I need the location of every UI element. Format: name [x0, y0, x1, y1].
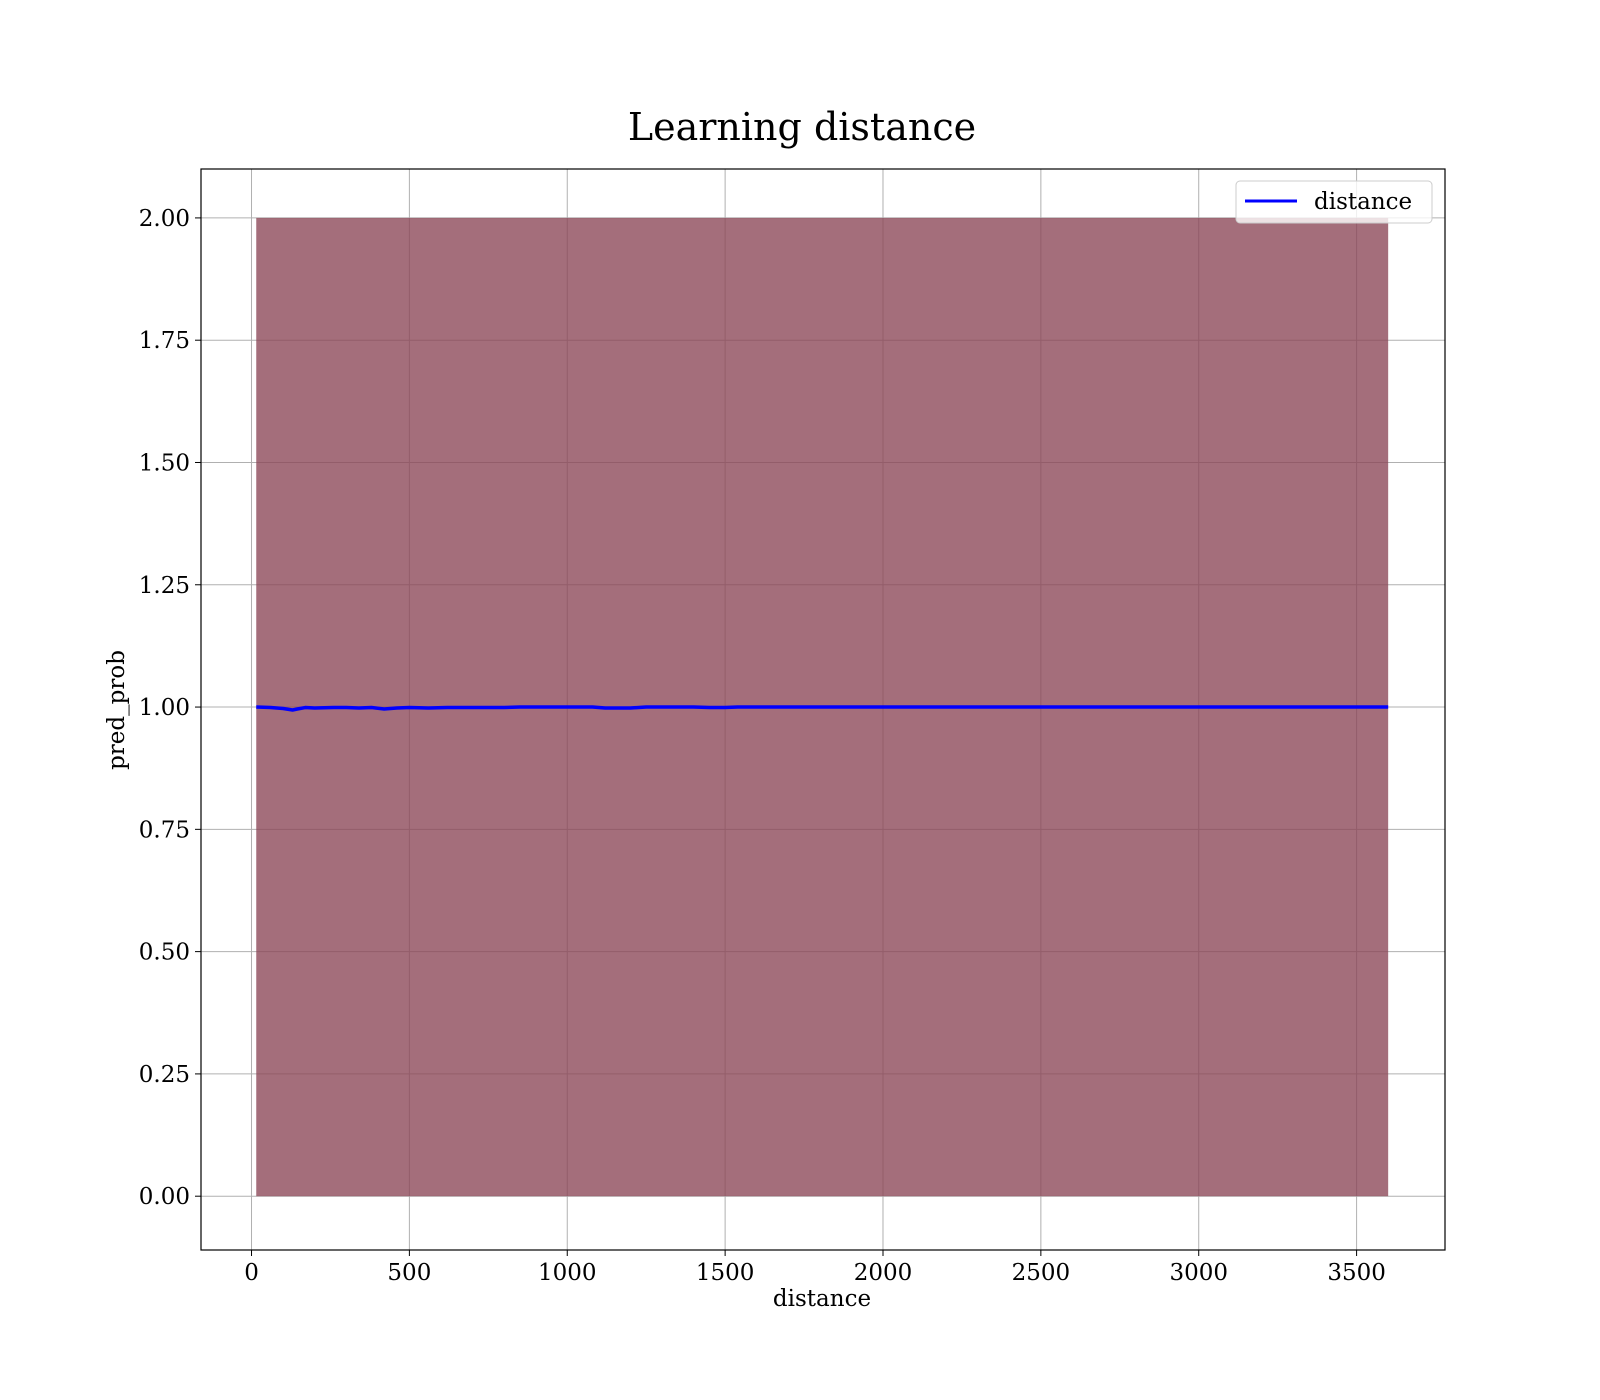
y-tick-label: 1.50 — [139, 450, 190, 476]
x-tick-label: 0 — [244, 1260, 259, 1286]
y-tick-label: 0.00 — [139, 1184, 190, 1210]
x-tick-label: 1500 — [696, 1260, 755, 1286]
y-tick-label: 1.75 — [139, 328, 190, 354]
x-tick-label: 500 — [387, 1260, 431, 1286]
x-axis-ticks: 0 500 1000 1500 2000 2500 3000 3500 — [244, 1250, 1386, 1286]
y-tick-label: 2.00 — [139, 206, 190, 232]
legend-box — [1235, 180, 1433, 224]
x-tick-label: 1000 — [538, 1260, 597, 1286]
x-tick-label: 3000 — [1169, 1260, 1228, 1286]
legend: distance — [1235, 180, 1433, 224]
series-line-distance — [256, 705, 1389, 712]
y-axis-label: pred_prob — [104, 650, 130, 770]
plot-frame — [200, 168, 1446, 1251]
y-axis-ticks: 0.00 0.25 0.50 0.75 1.00 1.25 1.50 1.75 2.00 — [139, 206, 201, 1210]
x-tick-label: 2500 — [1012, 1260, 1071, 1286]
y-tick-label: 0.25 — [139, 1062, 190, 1088]
chart-title: Learning distance — [628, 105, 976, 149]
y-tick-label: 1.00 — [139, 695, 190, 721]
x-axis-label: distance — [773, 1286, 871, 1312]
y-tick-label: 1.25 — [139, 573, 190, 599]
y-tick-label: 0.75 — [139, 817, 190, 843]
y-tick-label: 0.50 — [139, 940, 190, 966]
x-tick-label: 3500 — [1327, 1260, 1386, 1286]
series-layer — [256, 705, 1389, 712]
legend-label: distance — [1314, 189, 1412, 215]
x-tick-label: 2000 — [854, 1260, 913, 1286]
